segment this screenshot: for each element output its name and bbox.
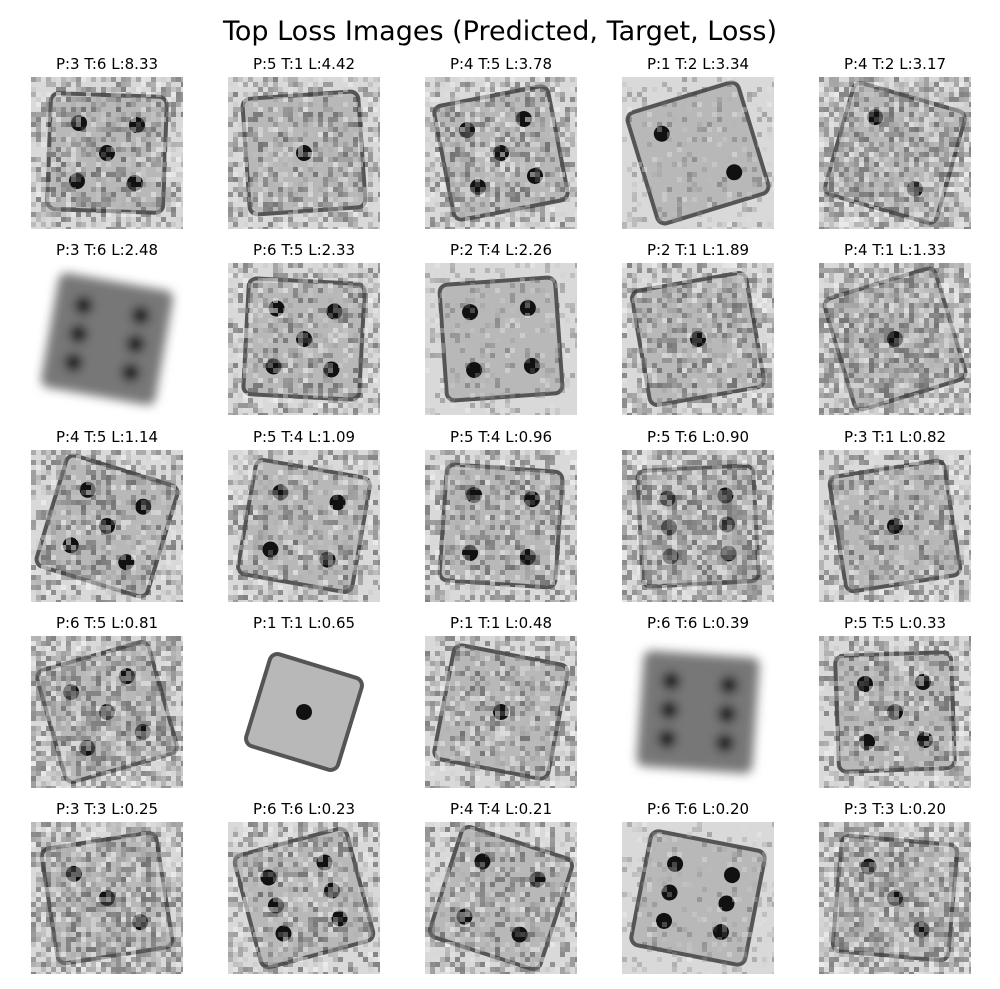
dice-image bbox=[622, 822, 774, 974]
cell-title: P:1 T:1 L:0.65 bbox=[252, 614, 356, 632]
cell-title: P:4 T:2 L:3.17 bbox=[843, 55, 947, 73]
dice-image bbox=[425, 77, 577, 229]
cell-title: P:4 T:1 L:1.33 bbox=[843, 241, 947, 259]
cell-title: P:5 T:1 L:4.42 bbox=[252, 55, 356, 73]
dice-image bbox=[622, 450, 774, 602]
figure-title: Top Loss Images (Predicted, Target, Loss… bbox=[222, 16, 778, 47]
cell-title: P:5 T:4 L:1.09 bbox=[252, 428, 356, 446]
dice-image bbox=[425, 263, 577, 415]
cell-title: P:1 T:1 L:0.48 bbox=[449, 614, 553, 632]
cell-title: P:3 T:3 L:0.25 bbox=[55, 800, 159, 818]
cell-title: P:2 T:4 L:2.26 bbox=[449, 241, 553, 259]
dice-image bbox=[31, 450, 183, 602]
dice-image bbox=[228, 822, 380, 974]
cell-title: P:4 T:5 L:1.14 bbox=[55, 428, 159, 446]
cell-title: P:4 T:5 L:3.78 bbox=[449, 55, 553, 73]
cell-title: P:5 T:6 L:0.90 bbox=[646, 428, 750, 446]
cell-title: P:6 T:5 L:0.81 bbox=[55, 614, 159, 632]
dice-image bbox=[31, 263, 183, 415]
cell-title: P:6 T:6 L:0.23 bbox=[252, 800, 356, 818]
dice-image bbox=[228, 636, 380, 788]
dice-image bbox=[425, 822, 577, 974]
cell-title: P:5 T:4 L:0.96 bbox=[449, 428, 553, 446]
dice-image bbox=[622, 636, 774, 788]
cell-title: P:1 T:2 L:3.34 bbox=[646, 55, 750, 73]
dice-image bbox=[228, 450, 380, 602]
cell-title: P:6 T:6 L:0.39 bbox=[646, 614, 750, 632]
dice-image bbox=[819, 636, 971, 788]
cell-title: P:6 T:5 L:2.33 bbox=[252, 241, 356, 259]
dice-image bbox=[228, 77, 380, 229]
cell-title: P:3 T:6 L:8.33 bbox=[55, 55, 159, 73]
dice-image bbox=[819, 822, 971, 974]
dice-image bbox=[31, 822, 183, 974]
cell-title: P:4 T:4 L:0.21 bbox=[449, 800, 553, 818]
dice-image bbox=[31, 636, 183, 788]
cell-title: P:3 T:1 L:0.82 bbox=[843, 428, 947, 446]
cell-title: P:3 T:6 L:2.48 bbox=[55, 241, 159, 259]
cell-title: P:6 T:6 L:0.20 bbox=[646, 800, 750, 818]
cell-title: P:3 T:3 L:0.20 bbox=[843, 800, 947, 818]
dice-image bbox=[425, 450, 577, 602]
dice-image bbox=[425, 636, 577, 788]
dice-image bbox=[819, 77, 971, 229]
dice-image bbox=[819, 263, 971, 415]
dice-image bbox=[622, 77, 774, 229]
dice-image bbox=[622, 263, 774, 415]
cell-title: P:5 T:5 L:0.33 bbox=[843, 614, 947, 632]
dice-image bbox=[31, 77, 183, 229]
dice-image bbox=[228, 263, 380, 415]
dice-image bbox=[819, 450, 971, 602]
cell-title: P:2 T:1 L:1.89 bbox=[646, 241, 750, 259]
